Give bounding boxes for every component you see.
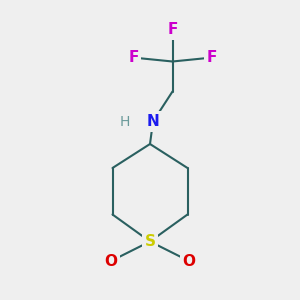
Text: S: S <box>145 234 155 249</box>
Text: H: H <box>119 115 130 129</box>
Text: O: O <box>104 254 118 268</box>
Text: F: F <box>206 50 217 65</box>
Text: O: O <box>182 254 196 268</box>
Text: F: F <box>167 22 178 38</box>
Text: F: F <box>128 50 139 65</box>
Text: N: N <box>147 114 159 129</box>
